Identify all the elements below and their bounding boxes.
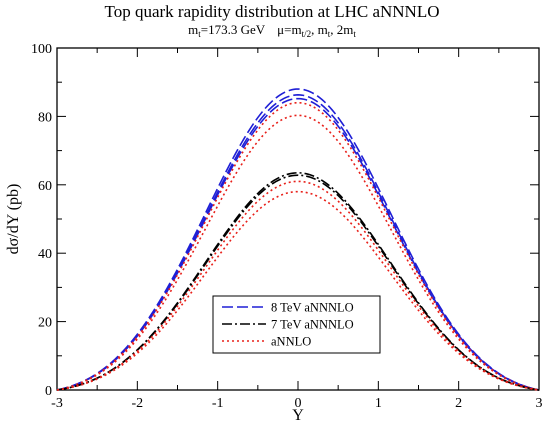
x-tick-label: -1	[212, 396, 224, 411]
y-tick-label: 20	[38, 316, 52, 331]
x-tick-label: 3	[536, 396, 543, 411]
subtitle-mass-symbol: m	[188, 22, 198, 37]
y-tick-label: 80	[38, 110, 52, 125]
subtitle-mu-symbol: μ=m	[277, 22, 301, 37]
subtitle-mu-mid: , m	[311, 22, 328, 37]
y-tick-label: 100	[31, 42, 52, 57]
legend-label: 7 TeV aNNNLO	[271, 318, 354, 332]
legend-label: aNNLO	[271, 335, 311, 349]
legend: 8 TeV aNNNLO 7 TeV aNNNLO aNNLO	[212, 295, 381, 354]
y-tick-label: 0	[45, 384, 52, 399]
axes: -3 -2 -1 0 1 2 3 0 20 40 60 80 100	[31, 42, 543, 411]
subtitle-mu-sub2: t	[328, 29, 331, 39]
y-axis-label: dσ/dY (pb)	[5, 184, 22, 255]
subtitle-mass-sub: t	[198, 29, 201, 39]
subtitle-mu-end: , 2m	[330, 22, 353, 37]
y-tick-label: 60	[38, 179, 52, 194]
subtitle-mu-sub: t/2	[302, 29, 312, 39]
series-line-8	[56, 180, 540, 391]
subtitle-mass-value: =173.3 GeV	[201, 22, 266, 37]
series-group	[56, 88, 540, 391]
x-tick-label: 0	[295, 396, 302, 411]
subtitle-mu-sub3: t	[353, 29, 356, 39]
x-tick-label: 1	[375, 396, 382, 411]
chart-title: Top quark rapidity distribution at LHC a…	[105, 2, 440, 21]
chart-subtitle: mt=173.3 GeV μ=mt/2, mt, 2mt	[188, 22, 356, 39]
x-tick-label: -3	[51, 396, 63, 411]
y-tick-label: 40	[38, 247, 52, 262]
series-line-9	[56, 190, 540, 391]
series-line-7	[56, 174, 540, 391]
series-line-3	[56, 97, 540, 391]
legend-label: 8 TeV aNNNLO	[271, 301, 354, 315]
x-tick-label: -2	[131, 396, 143, 411]
x-tick-label: 2	[455, 396, 462, 411]
x-axis-label: Y	[292, 407, 304, 424]
